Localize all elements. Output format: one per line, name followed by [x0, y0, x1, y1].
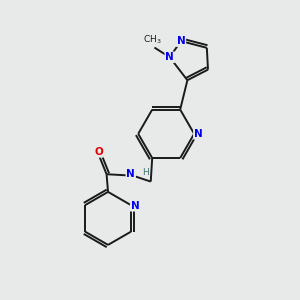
Text: N: N	[126, 169, 135, 179]
Text: N: N	[194, 129, 203, 139]
Text: N: N	[165, 52, 174, 62]
Text: CH$_3$: CH$_3$	[143, 34, 161, 46]
Text: H: H	[142, 168, 149, 177]
Text: N: N	[176, 36, 185, 46]
Text: N: N	[131, 201, 140, 211]
Text: O: O	[94, 147, 103, 157]
